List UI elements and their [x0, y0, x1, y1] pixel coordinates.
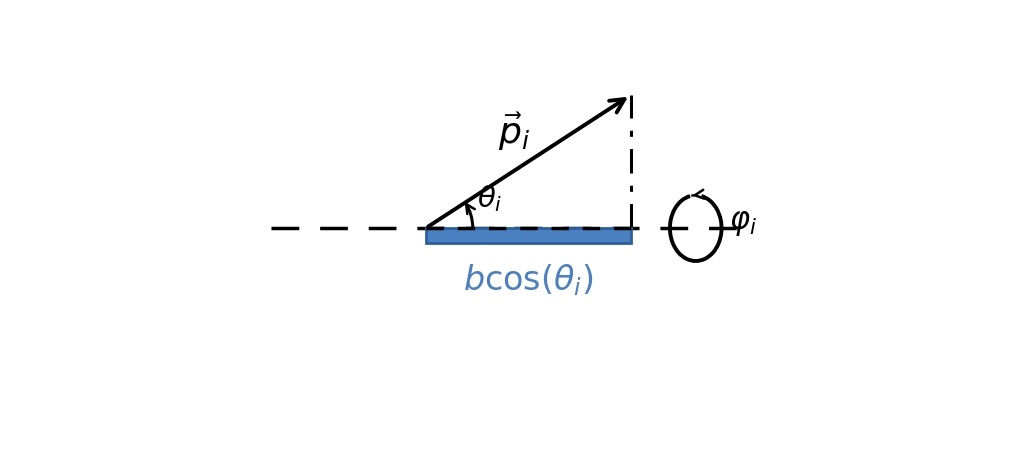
- Text: $b\cos(\theta_i)$: $b\cos(\theta_i)$: [462, 262, 593, 298]
- Bar: [425, 228, 630, 243]
- Text: $\vec{p}_i$: $\vec{p}_i$: [499, 110, 530, 153]
- Text: $\varphi_i$: $\varphi_i$: [728, 209, 757, 238]
- Text: $\theta_i$: $\theta_i$: [478, 183, 503, 214]
